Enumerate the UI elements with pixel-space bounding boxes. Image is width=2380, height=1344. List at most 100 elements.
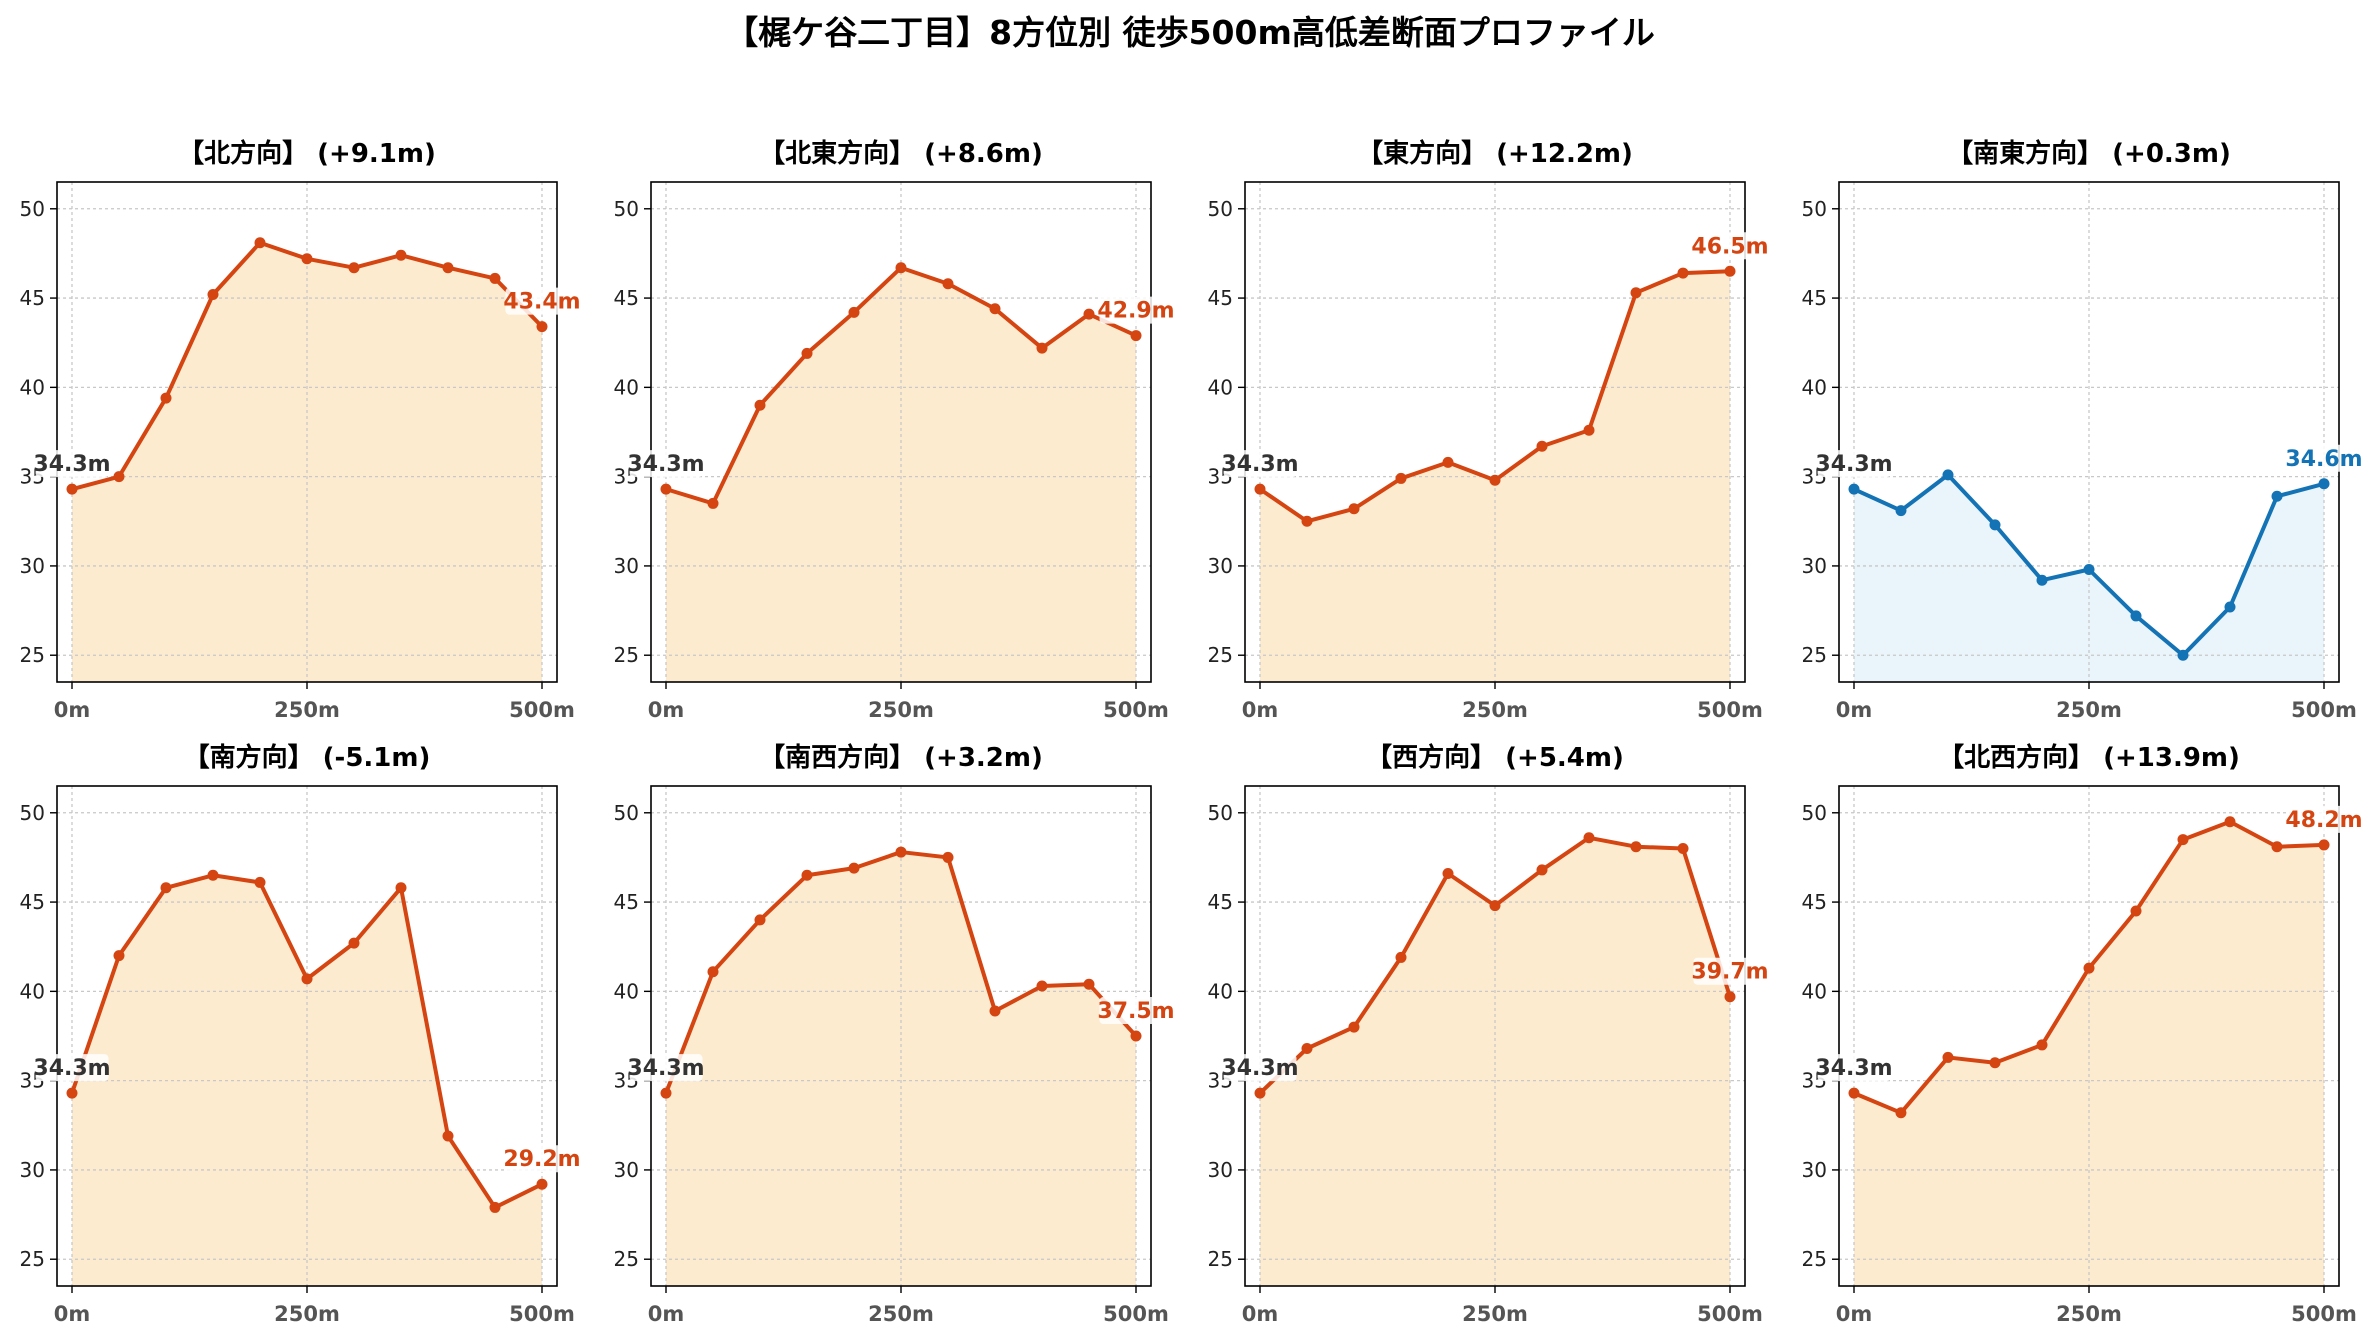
- data-point: [1848, 483, 1860, 495]
- y-tick-label: 40: [614, 979, 639, 1003]
- data-point: [113, 950, 125, 962]
- x-tick-label: 250m: [2056, 1302, 2122, 1326]
- data-point: [1442, 456, 1454, 468]
- x-tick-label: 0m: [648, 698, 685, 722]
- data-point: [536, 321, 548, 333]
- y-tick-label: 30: [20, 1158, 45, 1182]
- data-point: [2318, 839, 2330, 851]
- data-point: [113, 471, 125, 483]
- data-point: [1724, 265, 1736, 277]
- data-point: [301, 973, 313, 985]
- x-tick-label: 0m: [54, 1302, 91, 1326]
- data-point: [2083, 564, 2095, 575]
- data-point: [801, 869, 813, 881]
- data-point: [942, 278, 954, 290]
- data-point: [1536, 440, 1548, 452]
- x-tick-label: 500m: [1697, 1302, 1763, 1326]
- x-tick-label: 250m: [1462, 698, 1528, 722]
- data-point: [348, 262, 360, 274]
- start-elevation-label-bg: [1817, 450, 1891, 478]
- data-point: [1254, 1087, 1266, 1099]
- end-elevation-label-bg: [505, 1145, 579, 1173]
- data-point: [2177, 649, 2189, 661]
- data-point: [1348, 1021, 1360, 1033]
- y-tick-label: 50: [614, 197, 639, 221]
- elevation-area: [666, 267, 1136, 682]
- start-elevation-label-bg: [35, 1054, 109, 1082]
- y-tick-label: 40: [1208, 375, 1233, 399]
- data-point: [1677, 267, 1689, 279]
- end-elevation-label-bg: [1099, 997, 1173, 1024]
- data-point: [895, 846, 907, 858]
- data-point: [1301, 1043, 1313, 1054]
- data-point: [442, 1130, 454, 1142]
- data-point: [660, 1087, 672, 1099]
- data-point: [989, 303, 1001, 315]
- end-elevation-label-bg: [2287, 444, 2361, 472]
- data-point: [2271, 841, 2283, 853]
- data-point: [1036, 342, 1048, 354]
- x-tick-label: 0m: [1242, 698, 1279, 722]
- data-point: [536, 1178, 548, 1190]
- data-point: [1536, 864, 1548, 876]
- data-point: [1724, 991, 1736, 1003]
- y-tick-label: 45: [1802, 286, 1827, 310]
- data-point: [160, 882, 172, 894]
- elevation-area: [72, 242, 542, 682]
- data-point: [1083, 978, 1095, 990]
- data-point: [66, 483, 78, 495]
- x-tick-label: 250m: [2056, 698, 2122, 722]
- end-elevation-label-bg: [1693, 957, 1767, 985]
- end-elevation-label: 46.5m: [1691, 234, 1768, 259]
- data-point: [1130, 1030, 1142, 1042]
- end-elevation-label: 34.6m: [2285, 447, 2362, 472]
- panel-title: 【北方向】 (+9.1m): [178, 138, 436, 169]
- data-point: [1348, 503, 1360, 515]
- data-point: [989, 1005, 1001, 1017]
- x-tick-label: 500m: [2291, 698, 2357, 722]
- y-tick-label: 45: [614, 890, 639, 914]
- panel-title: 【北西方向】 (+13.9m): [1938, 742, 2240, 773]
- data-point: [207, 869, 219, 881]
- data-point: [2083, 962, 2095, 974]
- data-point: [1130, 330, 1142, 342]
- y-tick-label: 50: [20, 801, 45, 825]
- data-point: [754, 914, 766, 926]
- y-tick-label: 50: [1802, 197, 1827, 221]
- data-point: [1677, 843, 1689, 854]
- end-elevation-label: 42.9m: [1097, 299, 1174, 324]
- data-point: [848, 862, 860, 874]
- end-elevation-label-bg: [1099, 296, 1173, 324]
- elevation-area: [1260, 271, 1730, 682]
- y-tick-label: 50: [1208, 197, 1233, 221]
- data-point: [442, 262, 454, 274]
- data-point: [1942, 469, 1954, 481]
- data-point: [395, 882, 407, 894]
- data-point: [254, 237, 266, 249]
- y-tick-label: 30: [1208, 1158, 1233, 1182]
- data-point: [1848, 1087, 1860, 1099]
- y-tick-label: 45: [20, 286, 45, 310]
- data-point: [707, 966, 719, 978]
- x-tick-label: 500m: [2291, 1302, 2357, 1326]
- y-tick-label: 30: [1802, 1158, 1827, 1182]
- x-tick-label: 0m: [1836, 1302, 1873, 1326]
- start-elevation-label: 34.3m: [627, 1056, 704, 1081]
- y-tick-label: 25: [20, 643, 45, 667]
- panel-title: 【北東方向】 (+8.6m): [759, 138, 1043, 169]
- data-point: [1442, 868, 1454, 879]
- end-elevation-label: 37.5m: [1097, 999, 1174, 1024]
- x-tick-label: 500m: [509, 698, 575, 722]
- y-tick-label: 45: [20, 890, 45, 914]
- y-tick-label: 40: [20, 979, 45, 1003]
- x-tick-label: 250m: [868, 698, 934, 722]
- data-point: [301, 253, 313, 265]
- data-point: [2130, 610, 2142, 622]
- data-point: [1395, 472, 1407, 484]
